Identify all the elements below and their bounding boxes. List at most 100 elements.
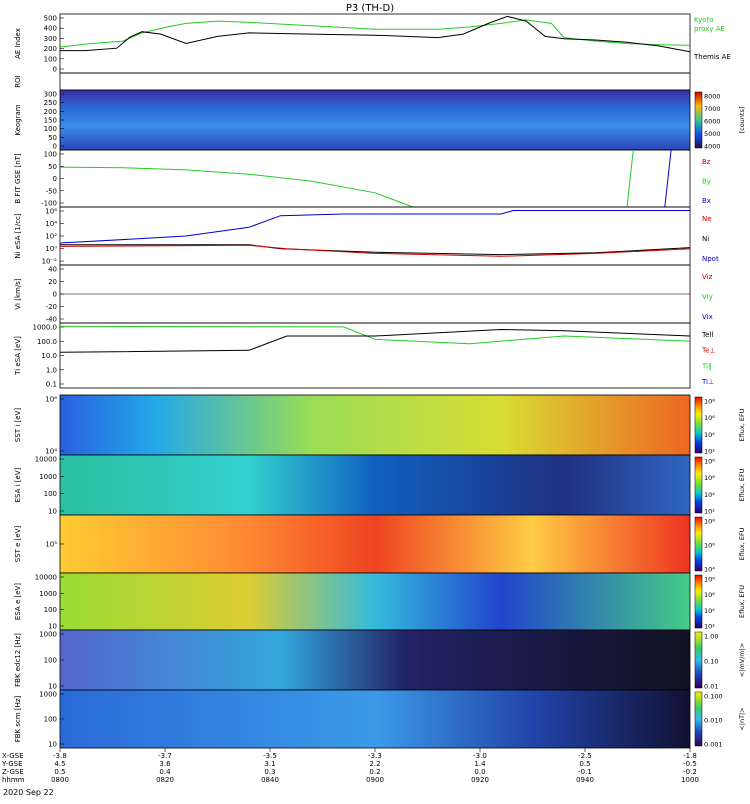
ae-series-themis-ae bbox=[60, 15, 691, 53]
sst-i-ylabel: SST i [eV] bbox=[14, 408, 22, 442]
ti-legend-item: Ti⊥ bbox=[701, 378, 714, 386]
keogram-colorbar-tick: 4000 bbox=[704, 143, 721, 151]
x-tick-label-z: 0.2 bbox=[369, 768, 380, 776]
esa-e-ytick: 10 bbox=[48, 623, 57, 631]
vi-ytick: -20 bbox=[46, 303, 57, 311]
keogram-spectrogram bbox=[60, 90, 690, 150]
fbk-edc-ylabel: FBK edc12 [Hz] bbox=[14, 633, 22, 687]
bfit-ytick: -50 bbox=[46, 187, 57, 195]
fbk-scm-colorbar-tick: 0.001 bbox=[704, 741, 723, 749]
esa-e-ytick: 100 bbox=[44, 606, 57, 614]
fbk-scm-colorbar-tick: 0.010 bbox=[704, 717, 723, 725]
esa-i-ytick: 100 bbox=[44, 490, 57, 498]
x-tick-label-z: -0.1 bbox=[578, 768, 592, 776]
x-tick-label-x: -2.5 bbox=[578, 752, 592, 760]
x-tick-label-t: 0920 bbox=[471, 776, 489, 784]
sst-e-spectrogram bbox=[60, 515, 690, 573]
x-tick-label-z: 0.0 bbox=[474, 768, 485, 776]
sst-i-colorbar-tick: 10⁸ bbox=[704, 398, 715, 406]
vi-legend-item: Viy bbox=[702, 293, 713, 301]
panel-fbk-scm: FBK scm [Hz] 1000 100 10 0.100 0.010 0.001 <|nT… bbox=[14, 689, 746, 749]
sst-i-colorbar-label: Eflux, EFU bbox=[738, 408, 746, 441]
x-tick-label-x: -3.3 bbox=[368, 752, 382, 760]
sst-i-colorbar-tick: 10⁶ bbox=[704, 414, 715, 422]
esa-e-colorbar-tick: 10⁶ bbox=[704, 591, 715, 599]
panel-sst-e: SST e [eV] 10⁵ 10⁸ 10⁶ 10⁴ Eflux, EFU bbox=[14, 514, 746, 574]
esa-i-colorbar-tick: 10⁴ bbox=[704, 491, 715, 499]
fbk-edc-colorbar-tick: 1.00 bbox=[704, 633, 718, 641]
ni-trace bbox=[59, 210, 690, 244]
x-tick-label-t: 0900 bbox=[366, 776, 384, 784]
sst-e-colorbar bbox=[694, 516, 703, 572]
panel-ti: Ti eSA [eV] 1000.0 100.0 10.0 1.0 0.1 Tell Te⊥ T… bbox=[14, 322, 716, 389]
x-tick-label-y: 1.4 bbox=[474, 760, 486, 768]
ni-ylabel: Ni eSA [1/cc] bbox=[14, 213, 22, 259]
ni-ytick: 10⁴ bbox=[45, 220, 57, 228]
esa-e-colorbar-tick: 10⁸ bbox=[704, 576, 715, 584]
ae-ylabel: AE Index bbox=[14, 28, 22, 59]
sst-e-colorbar-label: Eflux, EFU bbox=[738, 527, 746, 560]
vi-legend-item: Viz bbox=[702, 273, 713, 281]
date-label: 2020 Sep 22 bbox=[3, 788, 54, 797]
fbk-edc-ytick: 100 bbox=[44, 657, 57, 665]
esa-e-colorbar bbox=[694, 574, 703, 629]
sst-e-ytick: 10⁵ bbox=[45, 541, 57, 549]
bfit-ytick: 0 bbox=[53, 175, 57, 183]
sst-e-colorbar-tick: 10⁴ bbox=[704, 566, 715, 574]
x-tick-label-y: 4.5 bbox=[54, 760, 65, 768]
x-tick-label-z: 0.5 bbox=[54, 768, 65, 776]
ni-legend-item: Ni bbox=[702, 235, 709, 243]
ni-frame bbox=[59, 206, 691, 266]
panel-sst-i: SST i [eV] 10⁶ 10⁴ 10⁸ 10⁶ 10⁴ 10² Eflux, EFU bbox=[14, 394, 746, 456]
fbk-scm-ylabel: FBK scm [Hz] bbox=[14, 695, 22, 742]
fbk-edc-spectrogram bbox=[60, 630, 690, 690]
ni-ytick: 10⁻² bbox=[42, 258, 58, 266]
fbk-edc-colorbar bbox=[694, 631, 703, 689]
sst-e-colorbar-tick: 10⁸ bbox=[704, 518, 715, 526]
x-tick-label-y: 0.5 bbox=[579, 760, 590, 768]
x-tick-label-x: -3.0 bbox=[473, 752, 487, 760]
x-tick-label-z: 0.3 bbox=[264, 768, 275, 776]
keogram-ytick: 100 bbox=[44, 125, 57, 133]
x-tick-label-t: 0800 bbox=[51, 776, 69, 784]
x-tick-label-y: -0.5 bbox=[683, 760, 697, 768]
bfit-ylabel: B FIT GSE [nT] bbox=[14, 153, 22, 204]
panel-bfit: B FIT GSE [nT] 100 50 0 -50 -100 Bz By Bx bbox=[14, 149, 711, 208]
fbk-scm-colorbar bbox=[694, 691, 703, 747]
vi-ytick: 0 bbox=[53, 291, 57, 299]
vi-ylabel: Vi [km/s] bbox=[14, 278, 22, 309]
fbk-edc-ytick: 10 bbox=[48, 683, 57, 691]
fbk-scm-ytick: 1000 bbox=[39, 691, 57, 699]
x-tick-label-x: -1.8 bbox=[683, 752, 697, 760]
esa-i-colorbar bbox=[694, 456, 703, 514]
fbk-scm-ytick: 100 bbox=[44, 716, 57, 724]
keogram-colorbar bbox=[694, 91, 703, 149]
keogram-ylabel: Keogram bbox=[14, 104, 22, 135]
esa-e-ytick: 10000 bbox=[35, 574, 57, 582]
esa-i-colorbar-tick: 10⁶ bbox=[704, 474, 715, 482]
x-axis-row-label: Z-GSE bbox=[2, 768, 24, 776]
fbk-scm-colorbar-label: <|nT|> bbox=[738, 707, 746, 730]
ti-ylabel: Ti eSA [eV] bbox=[14, 336, 22, 376]
panel-roi: ROI bbox=[14, 72, 691, 91]
x-tick-label-x: -3.5 bbox=[263, 752, 277, 760]
esa-i-colorbar-tick: 10² bbox=[704, 508, 715, 516]
keogram-ytick: 50 bbox=[48, 134, 57, 142]
ti-legend-item: Te⊥ bbox=[701, 347, 716, 355]
ni-legend-item: Ne bbox=[702, 215, 712, 223]
sst-i-colorbar-tick: 10⁴ bbox=[704, 431, 715, 439]
sst-i-ytick: 10⁴ bbox=[45, 448, 57, 456]
esa-i-ytick: 1000 bbox=[39, 473, 57, 481]
sst-i-ytick: 10⁶ bbox=[45, 396, 57, 404]
esa-e-colorbar-tick: 10² bbox=[704, 623, 715, 631]
roi-frame bbox=[59, 72, 691, 91]
esa-e-colorbar-tick: 10⁴ bbox=[704, 607, 715, 615]
esa-i-ytick: 10 bbox=[48, 508, 57, 516]
esa-e-ytick: 1000 bbox=[39, 590, 57, 598]
sst-i-colorbar-tick: 10² bbox=[704, 448, 715, 456]
bfit-series-by bbox=[59, 166, 413, 208]
